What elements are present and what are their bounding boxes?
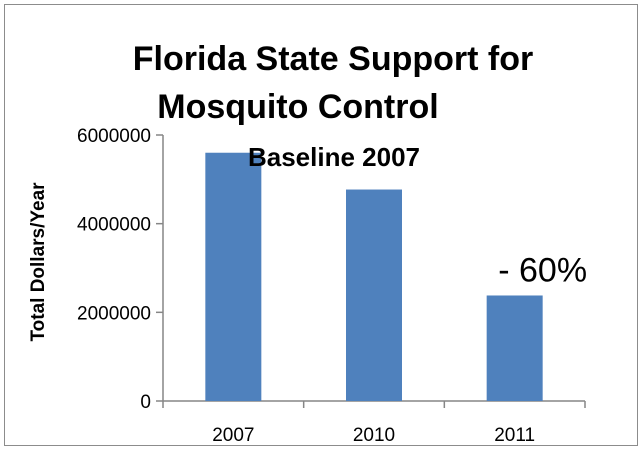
y-tick-label: 4000000 xyxy=(77,215,151,236)
y-axis-label: Total Dollars/Year xyxy=(28,182,49,342)
plot-area: 0 2000000 4000000 6000000 2007 2010 2011 - 60% xyxy=(77,126,587,446)
chart-title-line2: Mosquito Control xyxy=(157,88,438,126)
y-tick-label: 0 xyxy=(140,392,151,413)
x-tick-label: 2010 xyxy=(353,425,395,446)
x-tick-label: 2007 xyxy=(212,425,254,446)
y-tick-label: 2000000 xyxy=(77,303,151,324)
chart-subtitle: Baseline 2007 xyxy=(248,142,420,172)
percent-change-annotation: - 60% xyxy=(498,251,587,289)
y-tick-label: 6000000 xyxy=(77,126,151,147)
chart-title-line1: Florida State Support for xyxy=(133,40,533,78)
bar xyxy=(346,189,402,401)
x-tick-label: 2011 xyxy=(494,425,535,446)
bar xyxy=(205,152,262,401)
bar xyxy=(486,295,543,401)
